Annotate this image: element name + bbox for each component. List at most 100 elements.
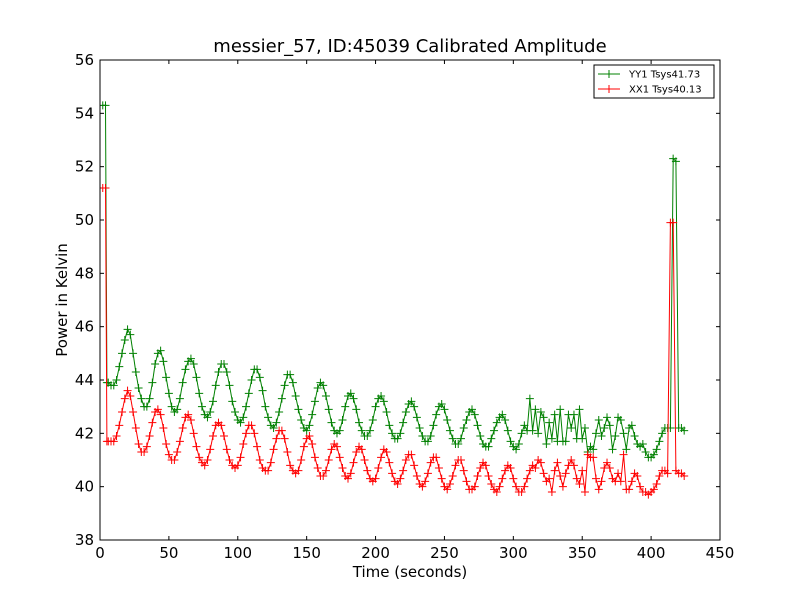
- data-point: [437, 400, 446, 408]
- series-layer: [100, 101, 689, 499]
- data-point: [517, 488, 526, 496]
- data-point: [396, 474, 405, 483]
- x-tick-label: 0: [95, 544, 105, 562]
- data-point: [531, 464, 540, 472]
- x-tick-label: 100: [223, 544, 252, 562]
- data-point: [222, 445, 231, 454]
- x-tick-label: 350: [568, 544, 597, 562]
- data-point: [531, 405, 540, 414]
- data-point: [401, 456, 410, 464]
- data-point: [109, 437, 118, 446]
- data-point: [253, 442, 262, 451]
- data-point: [142, 402, 151, 411]
- data-point: [145, 394, 154, 403]
- data-point: [545, 474, 554, 483]
- data-point: [429, 421, 438, 430]
- data-point: [498, 474, 507, 483]
- data-point: [126, 392, 135, 400]
- legend-label-yy1: YY1 Tsys41.73: [628, 70, 700, 81]
- ticks-layer: 0 50 100 150 200 250 300 350 400 450 38 40 42 44 46 48 5…: [75, 51, 734, 562]
- data-point: [297, 416, 306, 424]
- data-point: [162, 440, 171, 448]
- plot-frame: [99, 59, 721, 541]
- y-tick-label: 44: [75, 371, 94, 389]
- data-point: [550, 466, 559, 475]
- data-point: [156, 346, 165, 355]
- data-point: [597, 477, 606, 486]
- data-point: [680, 426, 689, 435]
- data-point: [509, 474, 518, 483]
- data-point: [611, 432, 620, 440]
- data-point: [242, 429, 251, 438]
- data-point: [123, 386, 132, 395]
- data-point: [310, 453, 319, 462]
- data-point: [594, 485, 603, 494]
- data-point: [225, 381, 234, 390]
- data-point: [145, 432, 154, 440]
- y-tick-label: 48: [75, 264, 94, 282]
- data-point: [605, 421, 614, 430]
- data-point: [137, 394, 146, 403]
- data-point: [118, 349, 127, 358]
- data-point: [534, 429, 543, 438]
- data-point: [159, 424, 168, 432]
- data-point: [164, 450, 173, 459]
- data-point: [159, 357, 168, 366]
- data-point: [456, 456, 465, 464]
- data-point: [655, 437, 664, 446]
- data-point: [462, 416, 471, 424]
- data-point: [608, 445, 617, 454]
- data-point: [244, 389, 253, 398]
- data-point: [299, 442, 308, 451]
- data-point: [550, 410, 559, 419]
- data-point: [388, 469, 397, 478]
- data-point: [379, 397, 388, 406]
- y-tick-label: 38: [75, 531, 94, 549]
- data-point: [528, 426, 537, 435]
- data-point: [468, 405, 476, 414]
- data-point: [189, 429, 198, 438]
- legend-box: [593, 64, 715, 99]
- data-point: [663, 469, 672, 478]
- data-point: [396, 429, 405, 438]
- chart-title: messier_57, ID:45039 Calibrated Amplitud…: [213, 36, 606, 57]
- data-point: [258, 386, 267, 395]
- data-point: [261, 402, 270, 411]
- data-point: [575, 480, 584, 488]
- data-point: [247, 376, 256, 384]
- data-point: [178, 424, 187, 432]
- data-point: [297, 456, 306, 464]
- data-point: [283, 448, 292, 456]
- data-point: [393, 434, 402, 443]
- data-point: [633, 472, 642, 480]
- data-point: [186, 416, 195, 424]
- data-point: [539, 413, 548, 422]
- data-point: [225, 456, 234, 464]
- series-1: [100, 184, 689, 499]
- data-point: [374, 464, 383, 472]
- data-point: [377, 392, 386, 400]
- data-point: [556, 472, 565, 480]
- legend-marker-yy1: [605, 70, 613, 78]
- data-point: [294, 466, 303, 475]
- data-point: [578, 466, 587, 475]
- data-point: [418, 432, 427, 440]
- data-point: [134, 440, 143, 448]
- data-point: [310, 397, 319, 406]
- data-point: [501, 416, 510, 424]
- data-point: [335, 426, 344, 435]
- data-point: [195, 453, 204, 462]
- data-point: [200, 461, 209, 470]
- data-point: [327, 445, 336, 454]
- data-point: [470, 482, 479, 491]
- data-point: [366, 426, 375, 435]
- data-point: [520, 421, 529, 430]
- data-point: [594, 416, 603, 424]
- data-point: [454, 440, 463, 448]
- data-point: [349, 458, 358, 467]
- y-axis-title: Power in Kelvin: [53, 243, 71, 357]
- data-point: [484, 472, 493, 480]
- data-point: [109, 381, 118, 390]
- data-point: [242, 402, 251, 411]
- data-point: [181, 365, 190, 374]
